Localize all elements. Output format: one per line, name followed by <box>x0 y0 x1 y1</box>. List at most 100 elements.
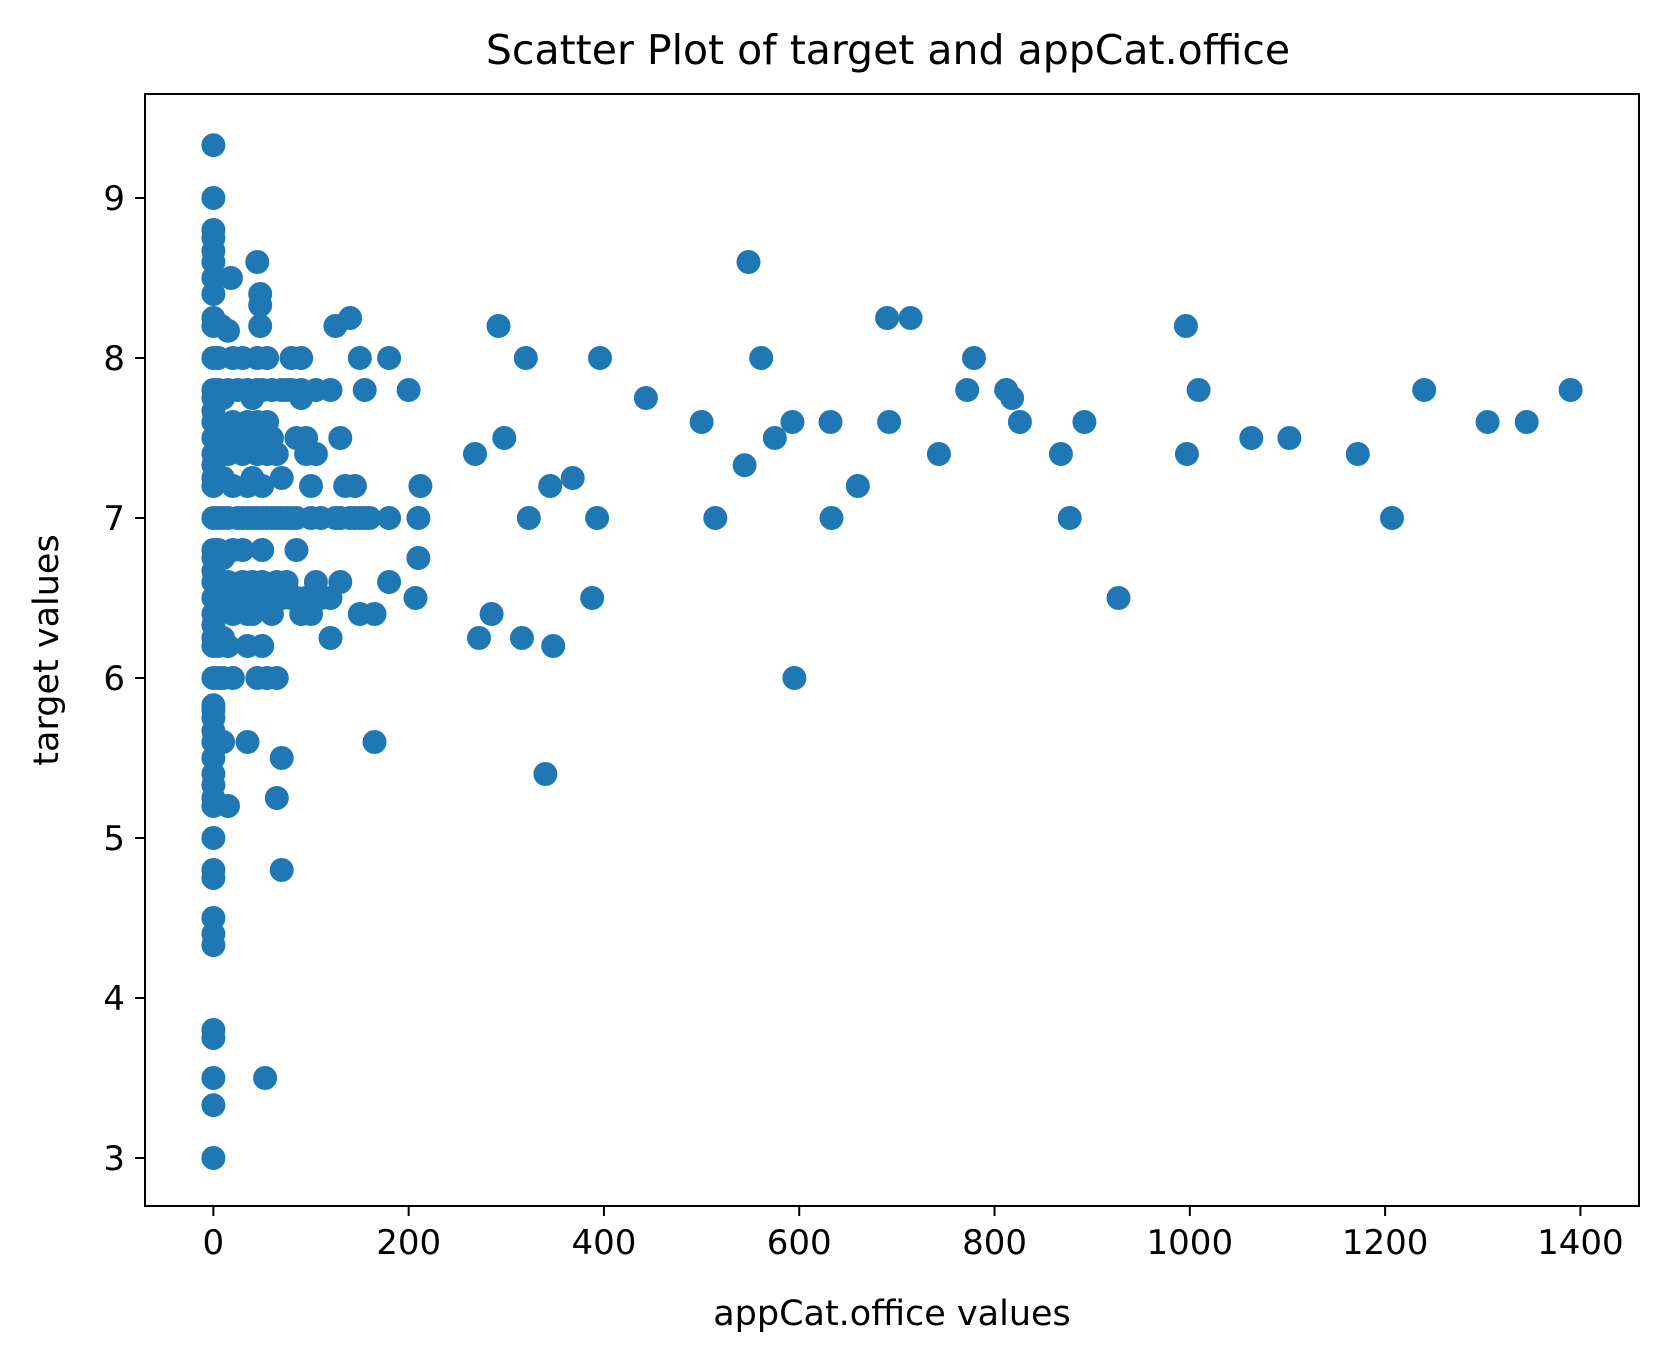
data-point <box>250 474 275 498</box>
data-point <box>1072 410 1097 434</box>
y-axis-label: target values <box>27 534 67 765</box>
data-point <box>347 346 372 370</box>
chart-title: Scatter Plot of target and appCat.office <box>486 26 1290 74</box>
data-point <box>955 378 980 402</box>
data-point <box>406 506 431 530</box>
data-point <box>877 410 902 434</box>
data-point <box>201 1026 226 1050</box>
data-point <box>201 186 226 210</box>
data-point <box>406 546 431 570</box>
data-point <box>328 426 353 450</box>
data-point <box>486 314 511 338</box>
data-point <box>1186 378 1211 402</box>
data-point <box>403 586 428 610</box>
data-point <box>513 346 538 370</box>
data-point <box>633 386 658 410</box>
data-point <box>342 474 367 498</box>
data-points <box>201 133 1583 1170</box>
data-point <box>875 306 900 330</box>
data-point <box>1173 314 1198 338</box>
data-point <box>1057 506 1082 530</box>
data-point <box>560 466 585 490</box>
data-point <box>703 506 728 530</box>
data-point <box>220 666 245 690</box>
data-point <box>218 266 243 290</box>
data-point <box>264 442 289 466</box>
data-point <box>732 453 757 478</box>
data-point <box>1277 426 1302 450</box>
data-point <box>780 410 805 434</box>
data-point <box>509 626 534 650</box>
data-point <box>408 474 433 498</box>
data-point <box>269 858 294 882</box>
data-point <box>1174 442 1199 466</box>
data-point <box>201 933 226 958</box>
data-point <box>898 306 923 330</box>
data-point <box>269 466 294 490</box>
data-point <box>352 378 377 402</box>
data-point <box>248 293 273 318</box>
x-tick-label: 200 <box>376 1223 441 1263</box>
y-tick-label: 3 <box>103 1139 125 1179</box>
data-point <box>284 538 309 562</box>
data-point <box>248 314 273 338</box>
y-tick-label: 9 <box>103 179 125 219</box>
data-point <box>362 730 387 754</box>
data-point <box>255 346 280 370</box>
x-tick-label: 800 <box>962 1223 1027 1263</box>
data-point <box>1558 378 1583 402</box>
data-point <box>357 506 382 530</box>
data-point <box>1380 506 1404 530</box>
data-point <box>201 826 226 850</box>
data-point <box>533 762 558 786</box>
data-point <box>377 346 402 370</box>
data-point <box>762 426 787 450</box>
x-tick-label: 0 <box>203 1223 225 1263</box>
data-point <box>538 474 563 498</box>
data-point <box>303 442 328 466</box>
data-point <box>585 506 610 530</box>
data-point <box>201 1146 226 1170</box>
data-point <box>377 506 402 530</box>
data-point <box>1475 410 1500 434</box>
data-point <box>818 410 843 434</box>
data-point <box>479 602 504 626</box>
data-point <box>1048 442 1073 466</box>
data-point <box>467 626 491 650</box>
y-axis-ticks: 3 4 5 6 7 8 9 <box>103 179 145 1179</box>
data-point <box>1000 386 1025 410</box>
x-tick-label: 400 <box>571 1223 636 1263</box>
x-tick-label: 1000 <box>1147 1223 1234 1263</box>
data-point <box>211 730 236 754</box>
data-point <box>1345 442 1370 466</box>
data-point <box>253 1066 278 1090</box>
data-point <box>463 442 487 466</box>
data-point <box>736 250 761 274</box>
y-tick-label: 5 <box>103 819 125 859</box>
data-point <box>338 306 363 330</box>
data-point <box>250 634 275 658</box>
data-point <box>541 634 566 658</box>
data-point <box>845 474 870 498</box>
data-point <box>201 133 226 158</box>
y-tick-label: 7 <box>103 499 125 539</box>
data-point <box>216 794 240 818</box>
data-point <box>264 666 289 690</box>
data-point <box>1007 410 1032 434</box>
data-point <box>230 538 255 562</box>
data-point <box>328 570 353 594</box>
y-tick-label: 6 <box>103 659 125 699</box>
data-point <box>318 378 343 402</box>
data-point <box>362 602 387 626</box>
data-point <box>492 426 517 450</box>
data-point <box>1106 586 1131 610</box>
data-point <box>588 346 612 370</box>
y-tick-label: 8 <box>103 339 125 379</box>
data-point <box>1239 426 1264 450</box>
data-point <box>1412 378 1437 402</box>
y-tick-label: 4 <box>103 979 125 1019</box>
data-point <box>250 538 275 562</box>
x-axis-label: appCat.office values <box>713 1294 1071 1334</box>
x-tick-label: 1400 <box>1537 1223 1624 1263</box>
